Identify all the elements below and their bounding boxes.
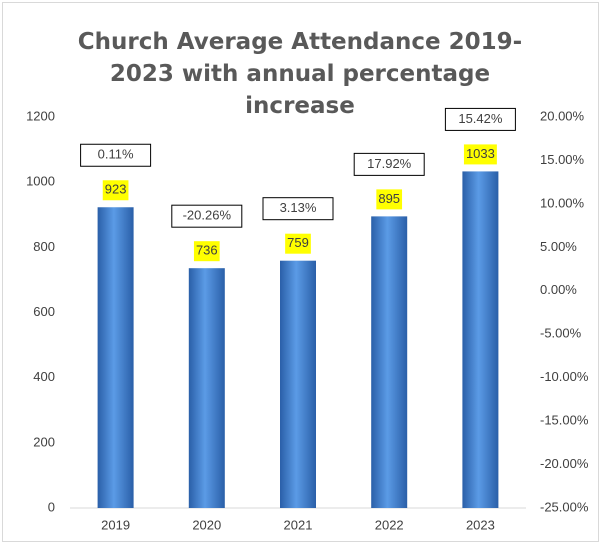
value-label-bg [376,189,403,210]
x-tick-label: 2019 [101,517,130,532]
y2-tick-label: 0.00% [540,282,577,297]
bar [188,268,225,508]
y2-tick-label: 5.00% [540,239,577,254]
y2-tick-label: 15.00% [540,152,585,167]
y-tick-label: 600 [33,304,55,319]
x-tick-label: 2021 [284,517,313,532]
y-tick-label: 0 [48,499,55,514]
y2-tick-label: -10.00% [540,369,589,384]
value-label: 736 [196,243,218,258]
y2-tick-label: -15.00% [540,413,589,428]
percentage-label-box [353,152,425,176]
y2-tick-label: -20.00% [540,456,589,471]
chart-title: Church Average Attendance 2019-2023 with… [77,29,523,119]
percentage-label-box [80,143,152,167]
value-label-bg [285,233,311,254]
bar [462,171,499,508]
percentage-label: 15.42% [458,111,503,126]
y-tick-label: 1000 [26,174,55,189]
y-tick-label: 1200 [26,108,55,123]
chart-border [2,2,599,542]
value-label: 923 [105,182,127,197]
percentage-label: -20.26% [183,208,232,223]
percentage-label: 3.13% [280,200,317,215]
percentage-label: 17.92% [367,156,412,171]
value-label: 1033 [466,146,495,161]
y-tick-label: 200 [33,434,55,449]
y2-tick-label: 10.00% [540,195,585,210]
y-tick-label: 400 [33,369,55,384]
percentage-label-box [171,204,243,228]
percentage-label-box [262,197,334,221]
percentage-label: 0.11% [98,147,134,162]
x-tick-label: 2020 [192,517,221,532]
value-label: 895 [378,191,400,206]
bar [280,260,316,508]
percentage-label-box [444,107,516,131]
y2-tick-label: 20.00% [540,108,585,123]
value-label-bg [102,180,129,201]
x-tick-label: 2022 [375,517,404,532]
bar [371,216,408,509]
y2-tick-label: -5.00% [540,326,582,341]
value-label-bg [193,241,220,262]
bar [97,207,134,508]
value-label-bg [463,144,497,165]
x-tick-label: 2023 [466,517,495,532]
y-tick-label: 800 [33,239,55,254]
y2-tick-label: -25.00% [540,499,589,514]
value-label: 759 [287,235,309,250]
